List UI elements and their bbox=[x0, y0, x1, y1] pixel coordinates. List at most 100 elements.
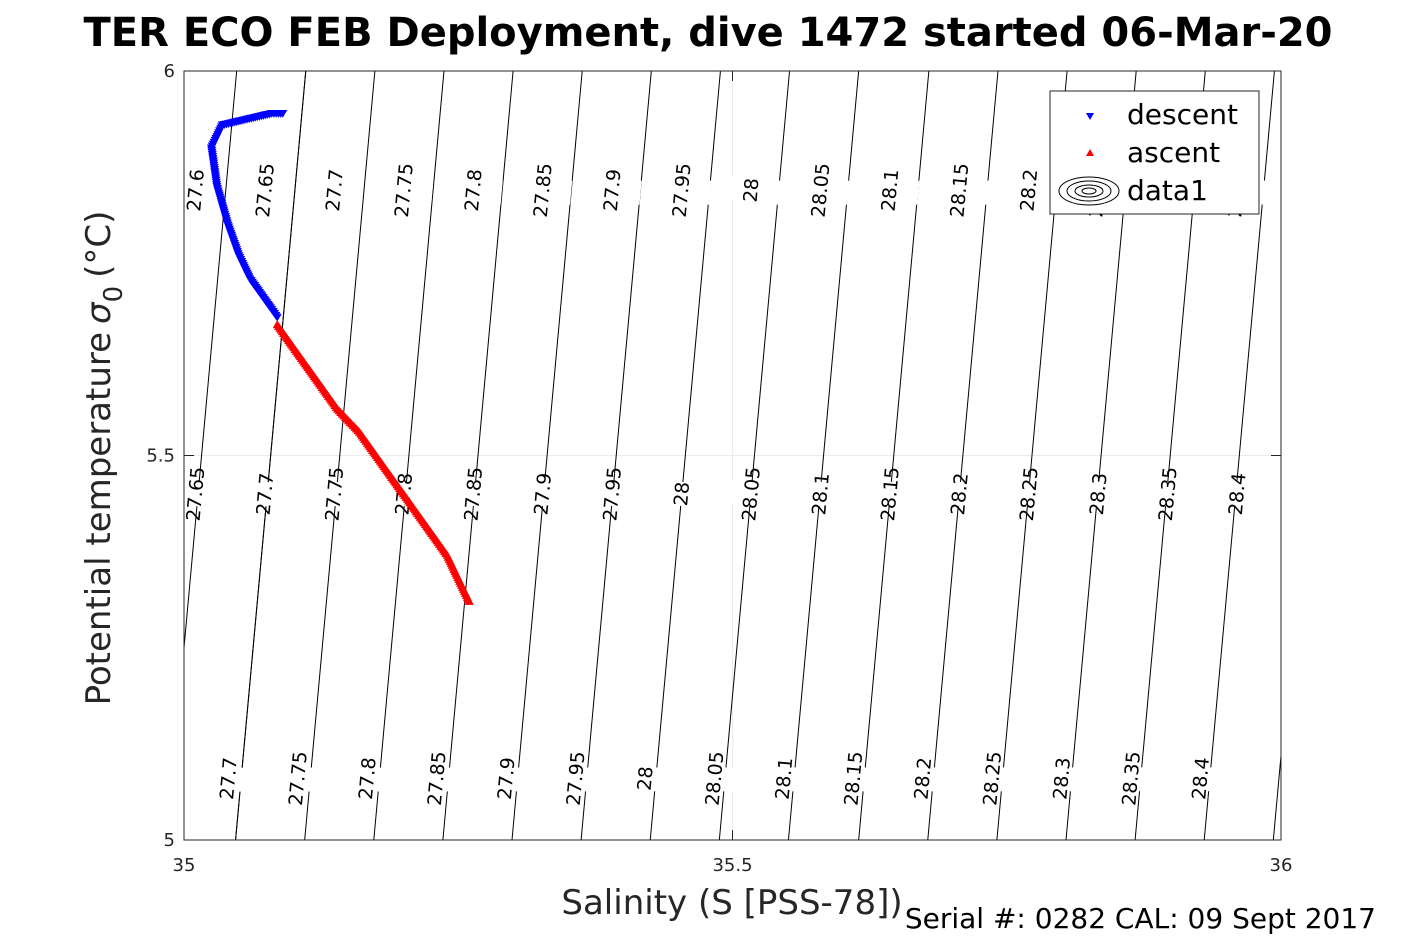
contour-label-gap bbox=[930, 175, 989, 205]
contour-label: 28.25 bbox=[979, 750, 1006, 806]
contour-line-27.8 bbox=[373, 71, 445, 840]
contour-label-gap bbox=[305, 175, 364, 205]
contour-line-28.45 bbox=[1272, 750, 1281, 840]
contour-label: 27.9 bbox=[600, 168, 626, 212]
contour-label-gap bbox=[1069, 479, 1128, 509]
contour-label-gap bbox=[722, 175, 781, 205]
contour-label: 28.4 bbox=[1188, 756, 1214, 800]
contour-label-gap bbox=[653, 479, 712, 509]
contour-label-gap bbox=[1000, 175, 1059, 205]
x-tick-label: 35.5 bbox=[712, 855, 752, 876]
contour-label: 27.9 bbox=[494, 756, 520, 800]
contour-label: 28.15 bbox=[841, 750, 868, 806]
contour-label-gap bbox=[338, 763, 397, 793]
contour-label-gap bbox=[167, 175, 226, 205]
contour-label-gap bbox=[755, 763, 814, 793]
contour-label: 28.35 bbox=[1155, 466, 1182, 522]
contour-label: 28 bbox=[740, 177, 764, 203]
contour-label-gap bbox=[930, 479, 989, 509]
contour-label: 28.3 bbox=[1086, 472, 1112, 516]
contour-line-27.6 bbox=[235, 71, 307, 840]
contour-label-gap bbox=[653, 175, 712, 205]
y-tick-label: 5.5 bbox=[146, 446, 175, 467]
contour-label: 28 bbox=[670, 481, 694, 507]
contour-label-gap bbox=[514, 479, 573, 509]
contour-line-27.75 bbox=[304, 71, 376, 840]
contour-label: 28.2 bbox=[1016, 168, 1042, 212]
chart-title: TER ECO FEB Deployment, dive 1472 starte… bbox=[83, 10, 1332, 56]
contour-label: 27.95 bbox=[563, 750, 590, 806]
contour-label: 28.25 bbox=[1016, 466, 1043, 522]
axis-ticks: 35 35.5 36 5 5.5 6 bbox=[146, 61, 1292, 876]
contour-label: 28.15 bbox=[946, 162, 973, 218]
contour-line-27.85 bbox=[442, 71, 514, 840]
legend-marker-contour bbox=[1081, 187, 1097, 195]
contour-label-gap bbox=[824, 763, 883, 793]
contour-label: 28.35 bbox=[1118, 750, 1145, 806]
legend-label: data1 bbox=[1127, 174, 1208, 207]
footer-serial-cal: Serial #: 0282 CAL: 09 Sept 2017 bbox=[905, 902, 1376, 935]
contour-label: 28.1 bbox=[878, 168, 904, 212]
contour-label-gap bbox=[200, 763, 258, 793]
contour-label-gap bbox=[583, 479, 642, 509]
contour-label-gap bbox=[1139, 479, 1198, 509]
y-tick-label: 6 bbox=[164, 61, 175, 82]
contour-label: 27.7 bbox=[216, 756, 242, 800]
contour-label-gap bbox=[167, 479, 226, 509]
y-axis-label: Potential temperature σ0 (°C) bbox=[79, 211, 129, 706]
data-point-descent bbox=[272, 313, 282, 322]
legend-item-descent: descent bbox=[1086, 98, 1238, 131]
legend-marker-descent bbox=[1086, 113, 1094, 120]
contour-label-gap bbox=[1172, 763, 1231, 793]
data-series bbox=[206, 109, 474, 605]
contour-label: 27.6 bbox=[183, 168, 209, 212]
legend-marker-contour bbox=[1058, 176, 1120, 206]
contour-label: 28.15 bbox=[877, 466, 904, 522]
contour-label: 27.8 bbox=[461, 168, 487, 212]
contour-label: 27.75 bbox=[391, 162, 418, 218]
contour-label: 27.85 bbox=[530, 162, 557, 218]
legend-marker-contour bbox=[1066, 180, 1112, 202]
contour-label-gap bbox=[547, 763, 606, 793]
contour-label: 28.05 bbox=[808, 162, 835, 218]
contour-label-gap bbox=[894, 763, 953, 793]
y-axis-label-unit: (°C) bbox=[79, 211, 119, 278]
contour-label: 28.1 bbox=[772, 756, 798, 800]
contour-label-gap bbox=[792, 479, 851, 509]
contour-label: 28.05 bbox=[738, 466, 765, 522]
contour-label-gap bbox=[444, 175, 503, 205]
contour-label: 28.05 bbox=[702, 750, 729, 806]
legend-item-data1: data1 bbox=[1058, 174, 1208, 207]
contour-label-gap bbox=[1102, 763, 1161, 793]
contour-label-gap bbox=[269, 763, 328, 793]
legend-item-ascent: ascent bbox=[1086, 136, 1220, 169]
contour-label: 27.75 bbox=[285, 750, 312, 806]
contour-label-gap bbox=[963, 763, 1022, 793]
contour-labels: 27.6 27.65 27.7 27.75 27.8 27.85 27.9 27.95 28 28… bbox=[167, 162, 1267, 807]
contour-label-gap bbox=[616, 763, 675, 793]
contour-label-gap bbox=[514, 175, 573, 205]
contour-label: 27.65 bbox=[252, 162, 279, 218]
legend: descent ascent data1 bbox=[1049, 90, 1260, 215]
contour-label-gap bbox=[1033, 763, 1092, 793]
legend-marker-ascent bbox=[1086, 149, 1094, 156]
y-axis-label-text: Potential temperature bbox=[79, 332, 119, 705]
x-tick-label: 35 bbox=[173, 855, 196, 876]
contour-label-gap bbox=[792, 175, 851, 205]
contour-label: 27.95 bbox=[669, 162, 696, 218]
contour-label: 27.85 bbox=[460, 466, 487, 522]
contour-label-gap bbox=[583, 175, 642, 205]
contour-label-gap bbox=[1000, 479, 1059, 509]
legend-label: ascent bbox=[1127, 136, 1220, 169]
contour-label-gap bbox=[722, 479, 781, 509]
contour-label: 28.2 bbox=[911, 756, 937, 800]
contour-label: 27.95 bbox=[599, 466, 626, 522]
legend-marker-contour bbox=[1074, 184, 1104, 198]
contour-label: 28.1 bbox=[808, 472, 834, 516]
contour-label-gap bbox=[1208, 479, 1267, 509]
x-tick-label: 36 bbox=[1270, 855, 1293, 876]
data-point-ascent bbox=[464, 597, 474, 605]
contour-label-gap bbox=[305, 479, 364, 509]
contour-label-gap bbox=[375, 175, 434, 205]
